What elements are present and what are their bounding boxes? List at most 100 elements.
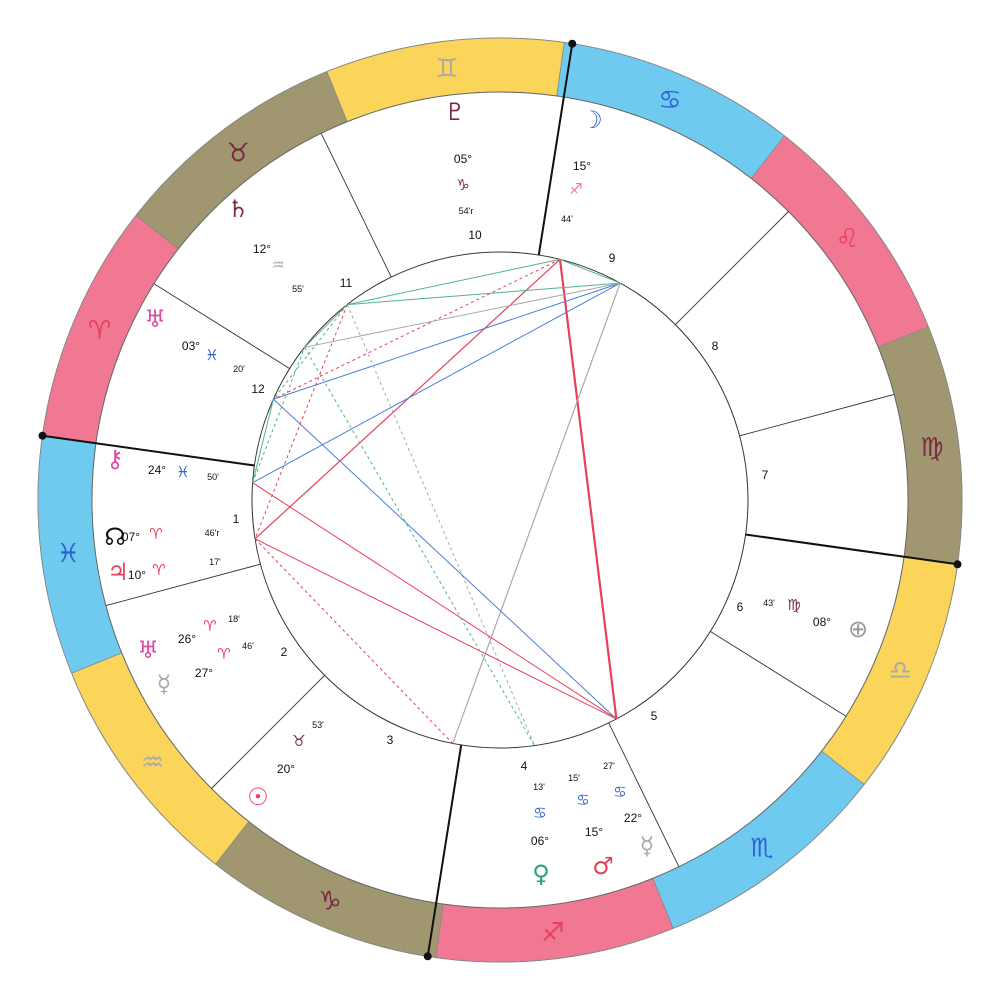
aspect-line (347, 282, 621, 306)
house-cusp-8 (710, 631, 847, 717)
house-number-9: 9 (609, 251, 616, 265)
planet-mars: ♂ (592, 852, 614, 880)
aspect-line (273, 398, 617, 720)
planet-jupiter: ♃ (107, 558, 129, 586)
planet-minutes: 50' (207, 472, 219, 482)
descendant-axis-dot (953, 560, 962, 569)
planet-sign-icon: ♉ (292, 732, 305, 750)
planet-minutes: 17' (209, 557, 221, 567)
house-number-1: 1 (233, 512, 240, 526)
uranus-icon: ♅ (144, 305, 166, 333)
planet-degree: 15° (585, 825, 603, 839)
aspect-line (304, 282, 621, 348)
planet-degree: 22° (624, 811, 642, 825)
pluto-icon: ♇ (444, 98, 466, 126)
imum-coeli-axis (426, 744, 463, 957)
saturn-icon: ♄ (227, 195, 249, 223)
house-cusp-5 (675, 211, 789, 325)
planet-venus: ♀ (532, 860, 550, 888)
house-number-12: 12 (251, 382, 265, 396)
house-number-10: 10 (468, 228, 482, 242)
venus-icon: ♀ (532, 860, 550, 888)
descendant-axis (745, 533, 958, 566)
planet-degree: 05° (454, 152, 472, 166)
midheaven-axis (537, 43, 574, 256)
sagittarius-sign-icon: ♐ (541, 918, 564, 948)
planet-moon: ☽ (581, 106, 603, 134)
cancer-sign-icon: ♋ (658, 86, 681, 116)
planet-mercury: ☿ (157, 670, 172, 698)
planet-mercury: ☿ (640, 832, 655, 860)
house-cusp-2 (153, 283, 290, 369)
planet-saturn: ♄ (227, 195, 249, 223)
taurus-sign-icon: ♉ (227, 139, 250, 169)
planet-degree: 26° (178, 632, 196, 646)
house-number-5: 5 (651, 709, 658, 723)
house-cusp-6 (739, 393, 895, 437)
earth-icon: ⊕ (848, 615, 868, 643)
moon-icon: ☽ (581, 106, 603, 134)
planet-sign-icon: ♈ (203, 617, 216, 635)
aspect-line (347, 258, 561, 306)
imum-coeli-axis-dot (423, 952, 432, 961)
planet-degree: 10° (128, 568, 146, 582)
chart-axes (38, 39, 962, 961)
uranus-icon: ♅ (137, 636, 159, 664)
planet-sign-icon: ♓ (205, 346, 218, 364)
house-cusp-9 (608, 722, 680, 867)
planet-minutes: 53' (312, 720, 324, 730)
north-node-icon: ☊ (104, 523, 125, 551)
planet-minutes: 46' (242, 641, 254, 651)
ascendant-axis (42, 434, 255, 467)
planet-degree: 08° (813, 615, 831, 629)
libra-sign-icon: ♎ (889, 656, 912, 686)
aspect-line (273, 282, 621, 400)
mercury-icon: ☿ (640, 832, 655, 860)
aries-sign-icon: ♈ (88, 316, 111, 346)
planet-minutes: 44' (561, 214, 573, 224)
planet-degree: 24° (148, 463, 166, 477)
aspect-line (252, 482, 617, 720)
aspect-line (252, 347, 306, 483)
planet-sign-icon: ♐ (569, 180, 582, 198)
house-number-3: 3 (387, 733, 394, 747)
planet-sign-icon: ♋ (533, 804, 546, 822)
gemini-sign-icon: ♊ (435, 54, 458, 84)
house-cusp-11 (211, 675, 325, 789)
aspect-line (304, 347, 535, 746)
planet-pluto: ♇ (444, 98, 466, 126)
planet-degree: 12° (253, 242, 271, 256)
planet-minutes: 46'r (205, 528, 220, 538)
planet-degree: 03° (182, 339, 200, 353)
planet-minutes: 20' (233, 364, 245, 374)
planet-sign-icon: ♋ (613, 783, 626, 801)
planet-sun: ☉ (247, 783, 269, 811)
aspect-lines (252, 258, 621, 746)
house-number-11: 11 (340, 276, 353, 290)
scorpio-sign-icon: ♏ (750, 833, 773, 863)
planet-degree: 15° (573, 159, 591, 173)
planet-minutes: 18' (228, 614, 240, 624)
house-number-4: 4 (521, 759, 528, 773)
aspect-line (304, 304, 348, 348)
mars-icon: ♂ (592, 852, 614, 880)
inner-circle (251, 251, 749, 749)
aspect-line (346, 304, 535, 746)
capricorn-sign-icon: ♑ (318, 886, 341, 916)
planet-degree: 07° (122, 530, 140, 544)
planet-degree: 20° (277, 762, 295, 776)
planet-minutes: 43' (763, 598, 775, 608)
planet-minutes: 13' (533, 782, 545, 792)
planet-degree: 06° (531, 834, 549, 848)
house-cusp-12 (105, 563, 261, 607)
pisces-sign-icon: ♓ (57, 539, 80, 569)
planet-placements: ♇ ☽♄♅⚷☊♃♅☿☉♀ ♂☿⊕05°♑54'r15°♐44'12°♒55'03° ♓… (104, 98, 868, 888)
planet-minutes: 54'r (459, 206, 474, 216)
planet-sign-icon: ♈ (152, 561, 165, 579)
planet-sign-icon: ♋ (576, 791, 589, 809)
aspect-line (254, 538, 617, 720)
planet-uranus: ♅ (144, 305, 166, 333)
planet-degree: 27° (195, 666, 213, 680)
sun-icon: ☉ (247, 783, 269, 811)
